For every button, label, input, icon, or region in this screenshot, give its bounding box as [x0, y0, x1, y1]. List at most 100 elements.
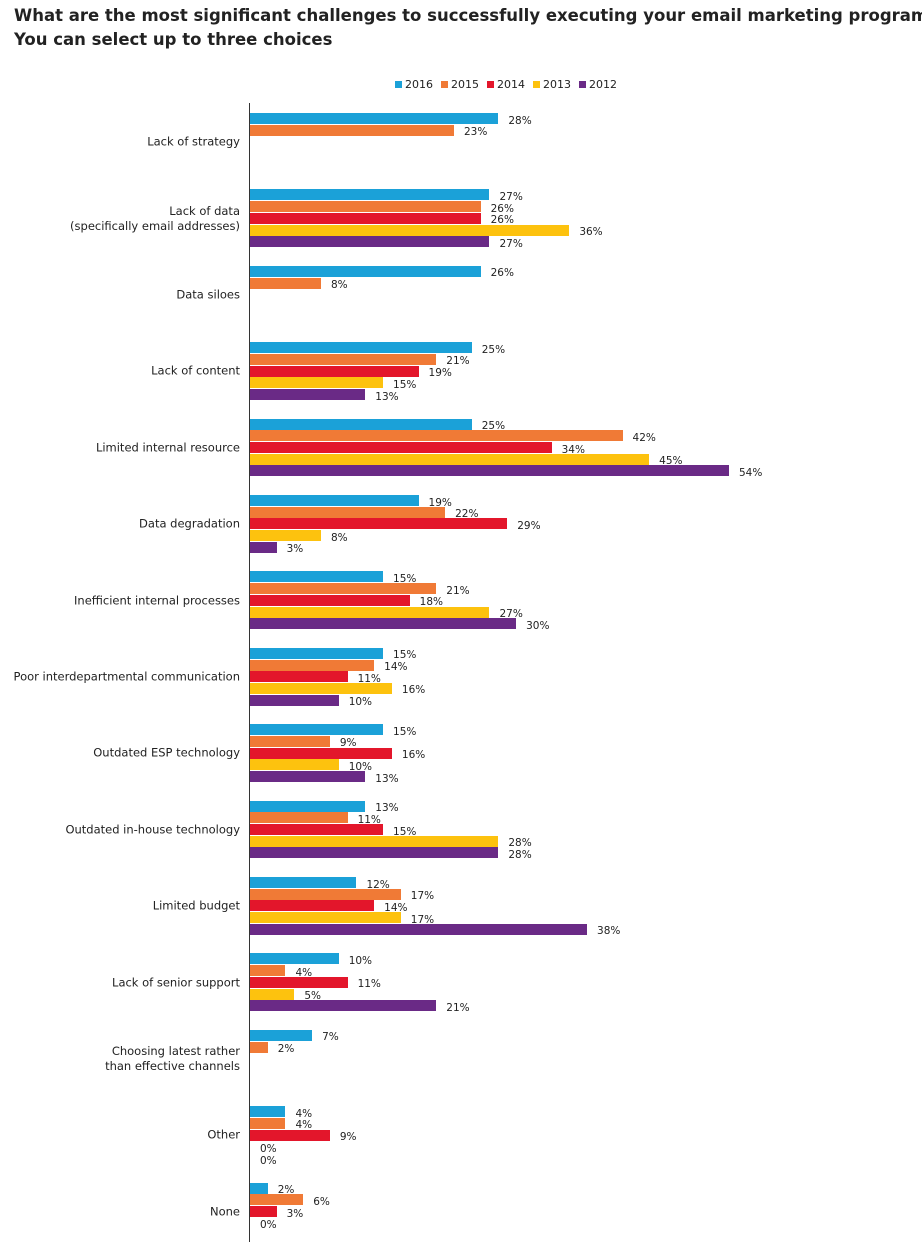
- value-label: 45%: [659, 454, 683, 467]
- value-label: 30%: [526, 619, 550, 632]
- legend-label: 2014: [497, 78, 525, 91]
- bar: [250, 342, 472, 354]
- bar: [250, 1194, 304, 1206]
- value-label: 16%: [401, 684, 426, 697]
- value-label: 29%: [517, 519, 541, 532]
- value-label: 12%: [366, 878, 390, 891]
- legend-label: 2013: [543, 78, 571, 91]
- value-label: 21%: [446, 1001, 470, 1014]
- value-label: 22%: [455, 507, 479, 520]
- legend-item: 2014: [487, 78, 525, 91]
- value-label: 28%: [508, 114, 532, 127]
- legend-item: 2016: [395, 78, 433, 91]
- value-label: 18%: [419, 596, 443, 609]
- bar: [250, 877, 357, 888]
- value-label: 13%: [375, 801, 399, 814]
- category-label: Limited internal resource: [95, 440, 240, 455]
- bar: [250, 847, 499, 859]
- bar: [250, 495, 419, 506]
- value-label: 0%: [260, 1142, 277, 1155]
- value-label: 26%: [490, 202, 514, 215]
- value-label: 15%: [393, 825, 417, 838]
- bar: [250, 824, 384, 835]
- value-label: 10%: [348, 954, 373, 967]
- bar: [250, 430, 623, 442]
- bar: [250, 953, 339, 965]
- bar: [250, 465, 729, 477]
- category-label: Lack of content: [151, 363, 240, 378]
- value-label: 5%: [304, 989, 322, 1002]
- value-label: 0%: [260, 1154, 277, 1167]
- value-label: 13%: [375, 390, 399, 403]
- bar: [250, 812, 348, 824]
- value-label: 21%: [446, 355, 470, 368]
- bar: [250, 418, 472, 430]
- bar: [250, 659, 375, 671]
- bar: [250, 1029, 313, 1041]
- bar: [250, 1106, 286, 1118]
- bar: [250, 1117, 286, 1129]
- value-label: 11%: [357, 813, 381, 826]
- bar: [250, 647, 384, 659]
- bar: [250, 747, 392, 759]
- legend-swatch: [395, 81, 402, 88]
- bar: [250, 900, 375, 912]
- bar: [250, 212, 481, 224]
- category-label: Data degradation: [139, 516, 240, 531]
- value-label: 34%: [561, 443, 585, 456]
- value-label: 28%: [508, 836, 532, 849]
- legend-swatch: [441, 81, 448, 88]
- category-label: Data siloes: [176, 287, 240, 302]
- bar: [250, 365, 419, 377]
- bar: [250, 1000, 437, 1012]
- legend-item: 2015: [441, 78, 479, 91]
- bar: [250, 618, 517, 630]
- bar: [250, 124, 454, 136]
- value-label: 36%: [579, 225, 603, 238]
- category-label: Lack of data (specifically email address…: [70, 203, 240, 233]
- value-label: 15%: [393, 378, 417, 391]
- legend-swatch: [579, 81, 586, 88]
- value-label: 7%: [322, 1031, 339, 1044]
- bar: [250, 506, 446, 518]
- legend-label: 2015: [451, 78, 479, 91]
- value-label: 54%: [738, 466, 763, 479]
- legend-label: 2016: [405, 78, 433, 91]
- bar: [250, 265, 481, 277]
- bar: [250, 113, 499, 124]
- category-label: Choosing latest rather than effective ch…: [105, 1044, 240, 1074]
- value-label: 3%: [286, 1207, 304, 1220]
- value-label: 11%: [357, 978, 381, 991]
- value-label: 10%: [348, 760, 373, 773]
- bar: [250, 976, 348, 988]
- value-label: 8%: [330, 278, 348, 291]
- value-label: 3%: [286, 543, 304, 556]
- value-label: 2%: [277, 1183, 295, 1196]
- value-label: 11%: [357, 672, 381, 685]
- bar: [250, 583, 437, 595]
- value-label: 8%: [330, 531, 348, 544]
- bar: [250, 277, 321, 289]
- value-label: 15%: [393, 572, 417, 585]
- bar: [250, 1129, 330, 1141]
- bar: [250, 759, 339, 771]
- bar: [250, 606, 490, 618]
- bar: [250, 724, 384, 736]
- value-label: 19%: [428, 496, 452, 509]
- category-label: Other: [207, 1127, 240, 1142]
- value-label: 28%: [508, 848, 532, 861]
- bar: [250, 888, 401, 900]
- value-label: 27%: [499, 190, 523, 203]
- bar: [250, 682, 392, 694]
- bar: [250, 571, 384, 583]
- legend-item: 2013: [533, 78, 571, 91]
- bar: [250, 1041, 268, 1053]
- legend-swatch: [487, 81, 494, 88]
- bar: [250, 377, 384, 389]
- value-label: 15%: [393, 725, 417, 738]
- bar: [250, 923, 588, 935]
- value-label: 4%: [295, 966, 313, 979]
- category-label: Poor interdepartmental communication: [13, 669, 240, 684]
- bar: [250, 735, 330, 747]
- bar: [250, 236, 490, 248]
